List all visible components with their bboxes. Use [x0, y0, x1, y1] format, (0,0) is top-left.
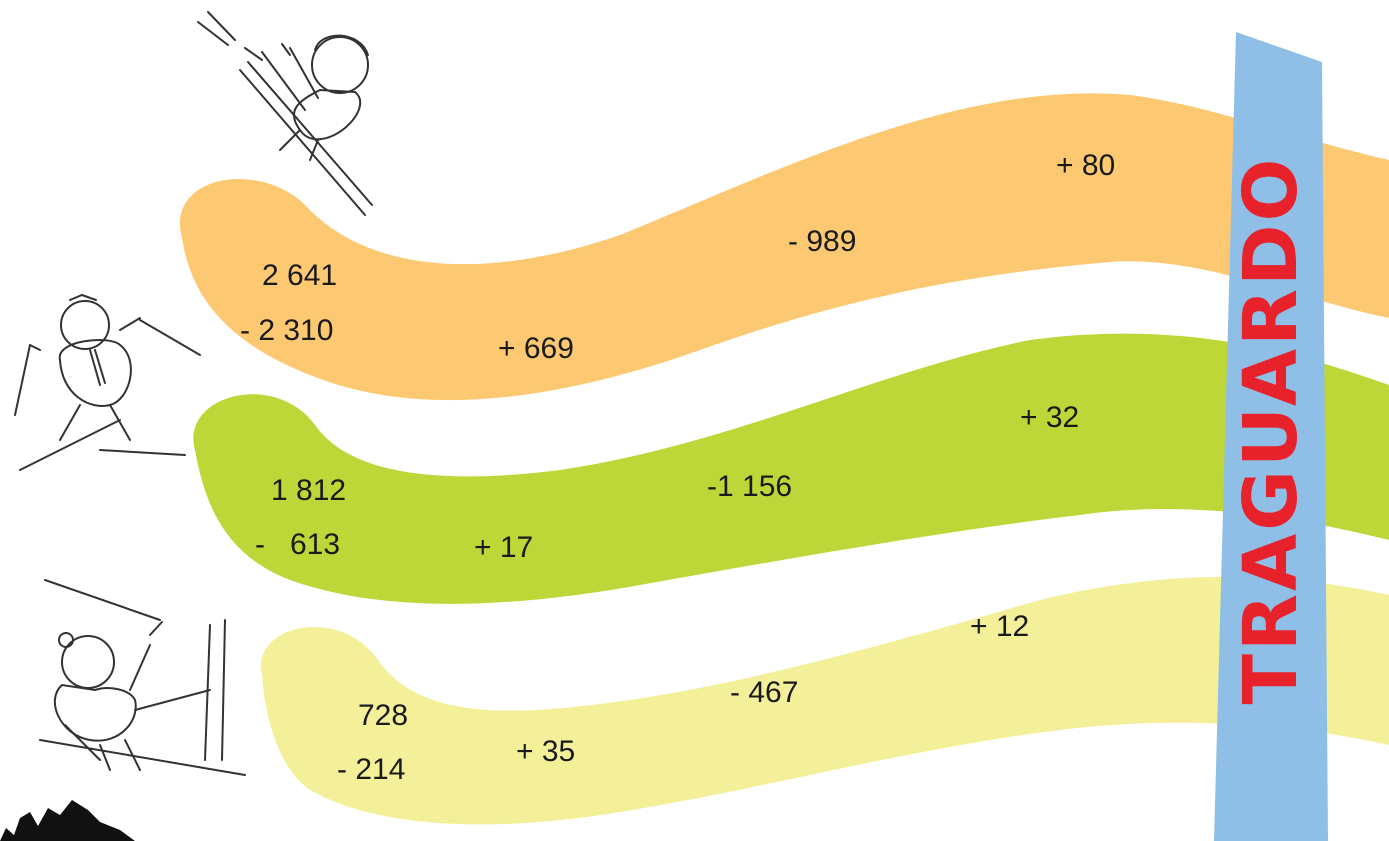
track1-step1: + 669 [498, 332, 574, 365]
track1-start: 2 641 [262, 259, 338, 292]
dark-shape-icon [0, 800, 135, 841]
track2-step2: -1 156 [707, 470, 793, 503]
track3-step2: - 467 [730, 676, 799, 709]
track3-subtract: - 214 [337, 753, 406, 786]
skier-poles-up-icon [39, 579, 246, 776]
track1-step2: - 989 [788, 225, 857, 258]
track3-step1: + 35 [516, 735, 576, 768]
track2-step1: + 17 [474, 531, 534, 564]
finish-banner [1214, 32, 1328, 841]
track2-subtract: - 613 [255, 528, 341, 561]
track2-step3: + 32 [1020, 401, 1080, 434]
track1-step3: + 80 [1056, 149, 1116, 182]
track3-step3: + 12 [970, 610, 1030, 643]
track-bottom [260, 576, 1389, 825]
track1-subtract: - 2 310 [240, 314, 334, 347]
skier-jumping-icon [197, 11, 373, 216]
track2-start: 1 812 [271, 474, 347, 507]
track3-start: 728 [358, 699, 409, 732]
track-top [180, 93, 1389, 401]
skier-arms-up-icon [14, 293, 201, 471]
finish-label: TRAGUARDO [1228, 155, 1314, 705]
track-middle [193, 333, 1389, 604]
